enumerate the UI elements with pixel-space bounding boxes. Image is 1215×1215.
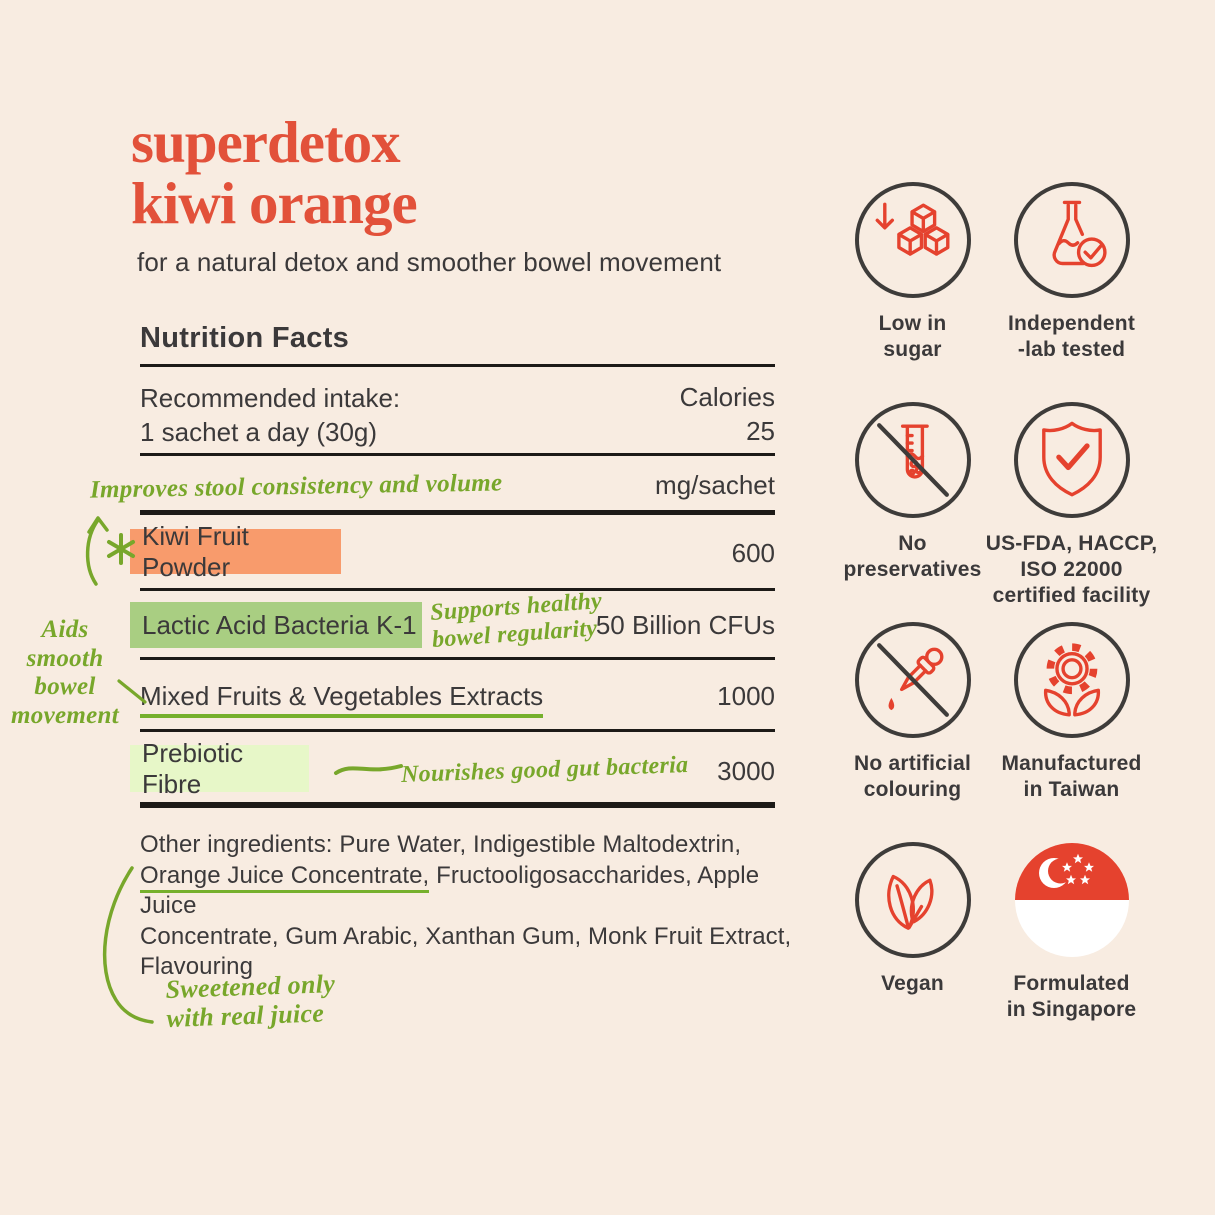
badge-circle <box>854 402 971 518</box>
badge-circle <box>1013 182 1130 298</box>
aids-annotation: Aids smooth bowel movement <box>11 616 119 729</box>
page-title-line1: superdetox <box>131 109 401 175</box>
ingredient-name: Kiwi Fruit Powder <box>142 520 249 582</box>
badge-vegan: Vegan <box>833 830 992 1050</box>
badge-label: Manufactured in Taiwan <box>1001 752 1142 802</box>
calories-label: Calories <box>679 382 775 412</box>
table-rule <box>140 802 775 808</box>
table-rule <box>140 364 775 367</box>
ingredient-name: Lactic Acid Bacteria K-1 <box>142 609 417 640</box>
badge-circle <box>1013 402 1130 518</box>
nourishes-annotation: Nourishes good gut bacteria <box>400 751 689 789</box>
no-test-tube-icon <box>876 423 949 497</box>
badge-circle <box>1014 842 1130 958</box>
badge-circle <box>854 182 971 298</box>
page-subtitle: for a natural detox and smoother bowel m… <box>137 247 722 277</box>
ingredient-value: 3000 <box>717 756 775 786</box>
other-ingredients-line3: Concentrate, Gum Arabic, Xanthan Gum, Mo… <box>140 922 792 950</box>
calories-value: 25 <box>746 416 775 446</box>
other-ingredients-line4: Flavouring <box>140 953 254 980</box>
table-rule <box>140 453 775 456</box>
gear-plant-icon <box>1043 643 1100 717</box>
badge-formulated-in-singapore: Formulated in Singapore <box>992 830 1151 1050</box>
badge-label: US-FDA, HACCP, ISO 22000 certified facil… <box>985 532 1158 608</box>
curved-brace-icon <box>102 866 154 1024</box>
badge-label: Formulated in Singapore <box>1006 972 1137 1022</box>
intake-label-line2: 1 sachet a day (30g) <box>140 417 378 447</box>
badge-label: Independent -lab tested <box>1007 312 1136 362</box>
badge-label: Vegan <box>881 972 944 995</box>
ingredient-value: 1000 <box>717 681 775 711</box>
badge-label: No preservatives <box>843 532 982 582</box>
connector-dash-icon <box>334 764 403 775</box>
badge-grid: Low in sugar Independent -lab tested <box>833 170 1157 1050</box>
badge-independent-lab-tested: Independent -lab tested <box>992 170 1151 390</box>
table-rule <box>140 510 775 515</box>
badge-certified-facility: US-FDA, HACCP, ISO 22000 certified facil… <box>986 390 1157 610</box>
vegan-leaves-icon <box>886 874 933 930</box>
badge-no-preservatives: No preservatives <box>833 390 992 610</box>
ingredient-name: Prebiotic Fibre <box>142 737 244 799</box>
nutrition-facts-heading: Nutrition Facts <box>140 322 350 354</box>
singapore-flag-icon <box>1014 843 1129 957</box>
unit-label: mg/sachet <box>655 470 775 500</box>
row-name-highlight: Kiwi Fruit Powder <box>130 521 341 582</box>
lab-flask-check-icon <box>1052 200 1107 268</box>
other-ingredients: Other ingredients: Pure Water, Indigesti… <box>140 830 800 983</box>
badge-no-artificial-colouring: No artificial colouring <box>833 610 992 830</box>
no-dropper-icon <box>876 643 949 717</box>
ingredient-value: 600 <box>731 538 775 568</box>
orange-juice-underlined: Orange Juice Concentrate, <box>140 861 430 893</box>
intake-label-line1: Recommended intake: <box>140 383 401 413</box>
badge-circle <box>854 622 971 738</box>
sugar-cubes-icon <box>875 202 949 256</box>
other-ingredients-line2: Orange Juice Concentrate, Fructooligosac… <box>140 861 760 919</box>
other-ingredients-line1: Other ingredients: Pure Water, Indigesti… <box>140 831 742 858</box>
row-name-highlight: Lactic Acid Bacteria K-1 <box>130 602 422 648</box>
badge-circle <box>854 842 971 958</box>
ingredient-value: 50 Billion CFUs <box>595 610 775 640</box>
badge-circle <box>1013 622 1130 738</box>
page-title-line2: kiwi orange <box>131 170 418 236</box>
table-rule <box>140 657 775 660</box>
row-name-highlight: Prebiotic Fibre <box>130 738 309 799</box>
badge-manufactured-in-taiwan: Manufactured in Taiwan <box>992 610 1151 830</box>
badge-label: Low in sugar <box>878 312 947 362</box>
badge-low-in-sugar: Low in sugar <box>833 170 992 390</box>
table-rule <box>140 588 775 591</box>
ingredient-name: Mixed Fruits & Vegetables Extracts <box>140 681 544 718</box>
shield-check-icon <box>1041 421 1102 497</box>
supports-annotation: Supports healthy bowel regularity <box>429 588 603 653</box>
badge-label: No artificial colouring <box>854 752 971 802</box>
improves-annotation: Improves stool consistency and volume <box>89 469 503 504</box>
curved-arrow-asterisk-icon <box>85 516 135 586</box>
table-rule <box>140 729 775 732</box>
pointer-line-icon <box>117 679 147 704</box>
